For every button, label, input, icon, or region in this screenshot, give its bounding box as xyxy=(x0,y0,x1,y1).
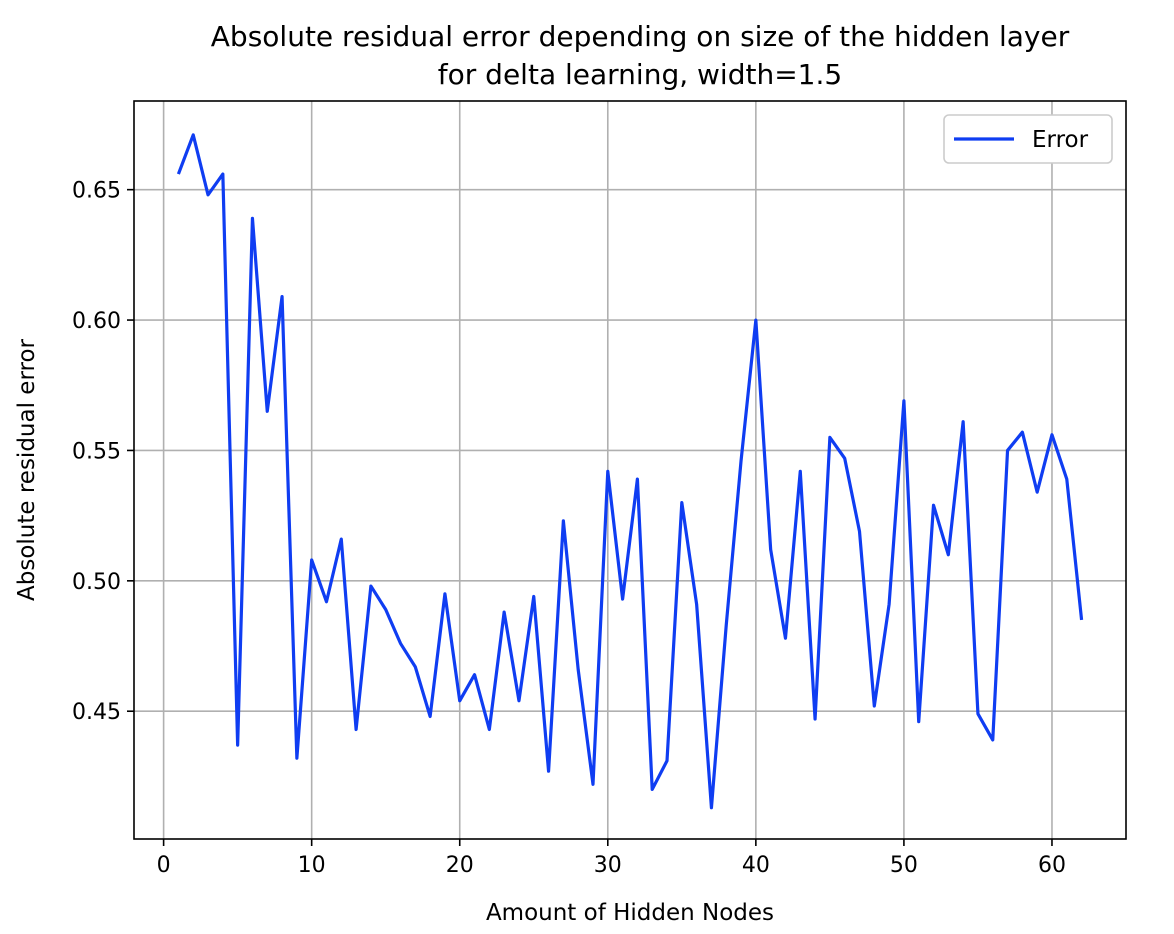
x-tick-label: 10 xyxy=(298,853,326,878)
y-tick-label: 0.65 xyxy=(72,179,121,204)
y-tick-label: 0.45 xyxy=(72,700,121,725)
chart-subtitle: for delta learning, width=1.5 xyxy=(438,58,842,91)
y-tick-label: 0.55 xyxy=(72,439,121,464)
axis-ticks: 0 10 20 30 40 50 60 0.45 0.50 0.55 0.60 0.65 xyxy=(72,179,1066,878)
y-tick-label: 0.60 xyxy=(72,309,121,334)
legend: Error xyxy=(943,114,1113,164)
x-tick-label: 30 xyxy=(594,853,622,878)
y-tick-label: 0.50 xyxy=(72,570,121,595)
legend-label-error: Error xyxy=(1032,127,1089,153)
x-tick-label: 20 xyxy=(446,853,474,878)
x-tick-label: 50 xyxy=(890,853,918,878)
y-axis-label: Absolute residual error xyxy=(14,338,40,601)
grid-lines xyxy=(134,101,1126,839)
x-axis-label: Amount of Hidden Nodes xyxy=(486,900,774,926)
chart-title: Absolute residual error depending on siz… xyxy=(211,20,1070,53)
series-line-error xyxy=(176,133,1084,810)
legend-box xyxy=(943,114,1113,164)
x-tick-label: 60 xyxy=(1038,853,1066,878)
plot-frame xyxy=(133,100,1127,840)
x-tick-label: 40 xyxy=(742,853,770,878)
x-tick-label: 0 xyxy=(157,853,171,878)
